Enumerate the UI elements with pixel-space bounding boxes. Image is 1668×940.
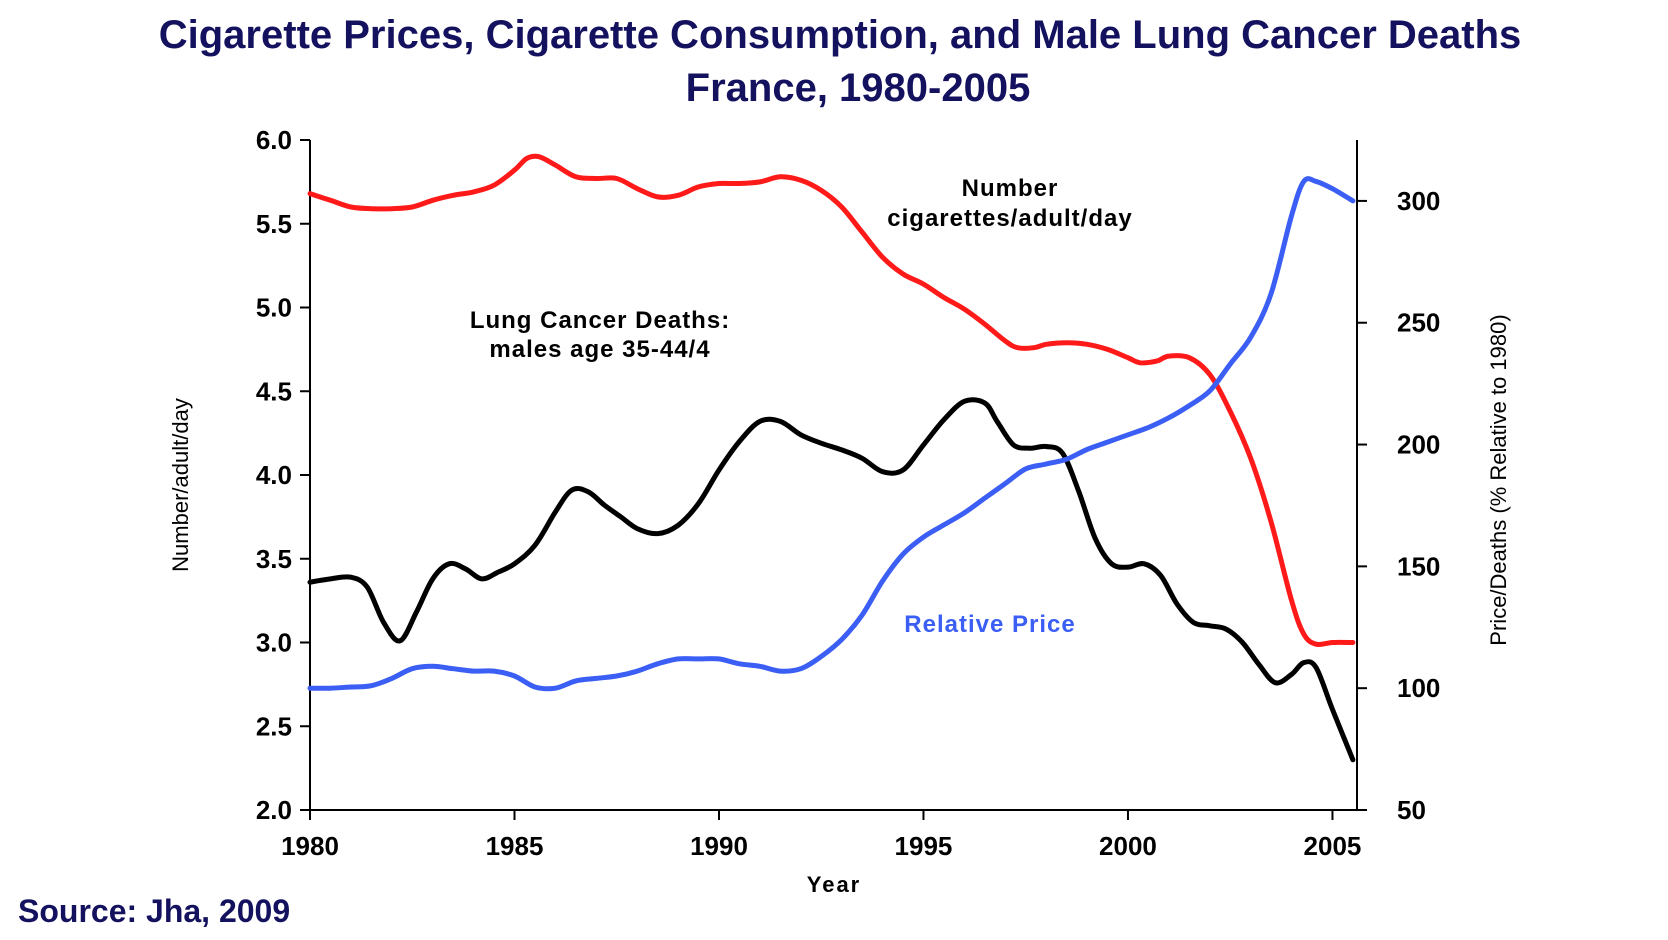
lung-cancer-deaths-label-line-2: males age 35-44/4	[489, 336, 710, 363]
y-axis-label-right: Price/Deaths (% Relative to 1980)	[1486, 314, 1511, 645]
y-tick-left-label: 6.0	[256, 125, 292, 155]
consumption-label-line-1: Number	[962, 175, 1059, 202]
x-tick-label: 1990	[690, 831, 748, 861]
chart-title-line2: France, 1980-2005	[686, 66, 1031, 110]
y-tick-left-label: 3.5	[256, 544, 292, 574]
x-tick-label: 1995	[895, 831, 953, 861]
source-note: Source: Jha, 2009	[18, 893, 290, 929]
x-axis-label: Year	[807, 872, 862, 897]
y-tick-left-label: 4.5	[256, 376, 292, 406]
relative-price-line	[307, 176, 1356, 692]
y-tick-right-label: 150	[1397, 551, 1440, 581]
y-axis-label-left: Number/adult/day	[168, 398, 193, 572]
y-tick-left-label: 2.0	[256, 795, 292, 825]
x-tick-label: 1980	[281, 831, 339, 861]
chart-title-line1: Cigarette Prices, Cigarette Consumption,…	[159, 13, 1522, 57]
x-tick-label: 2000	[1099, 831, 1157, 861]
y-tick-left-label: 3.0	[256, 628, 292, 658]
x-tick-label: 2005	[1304, 831, 1362, 861]
y-tick-right-label: 50	[1397, 795, 1426, 825]
series-labels: Number cigarettes/adult/day Lung Cancer De…	[470, 175, 1132, 638]
y-tick-left-label: 5.5	[256, 209, 292, 239]
y-tick-left-label: 4.0	[256, 460, 292, 490]
y-tick-left-label: 5.0	[256, 293, 292, 323]
axes: 2.0 2.5 3.0 3.5 4.0 4.5 5.0 5.5 6.0 50 100 150 200 25…	[256, 125, 1441, 861]
relative-price-label-line-1: Relative Price	[904, 611, 1075, 638]
y-tick-right-label: 200	[1397, 430, 1440, 460]
y-tick-right-label: 300	[1397, 186, 1440, 216]
consumption-line	[307, 153, 1356, 648]
series-lines	[307, 153, 1356, 763]
y-tick-right-label: 100	[1397, 673, 1440, 703]
lung-cancer-deaths-label-line-1: Lung Cancer Deaths:	[470, 307, 730, 334]
x-tick-label: 1985	[486, 831, 544, 861]
lung-cancer-deaths-line	[307, 397, 1356, 763]
y-tick-right-label: 250	[1397, 308, 1440, 338]
consumption-label-line-2: cigarettes/adult/day	[887, 205, 1132, 232]
y-tick-left-label: 2.5	[256, 711, 292, 741]
